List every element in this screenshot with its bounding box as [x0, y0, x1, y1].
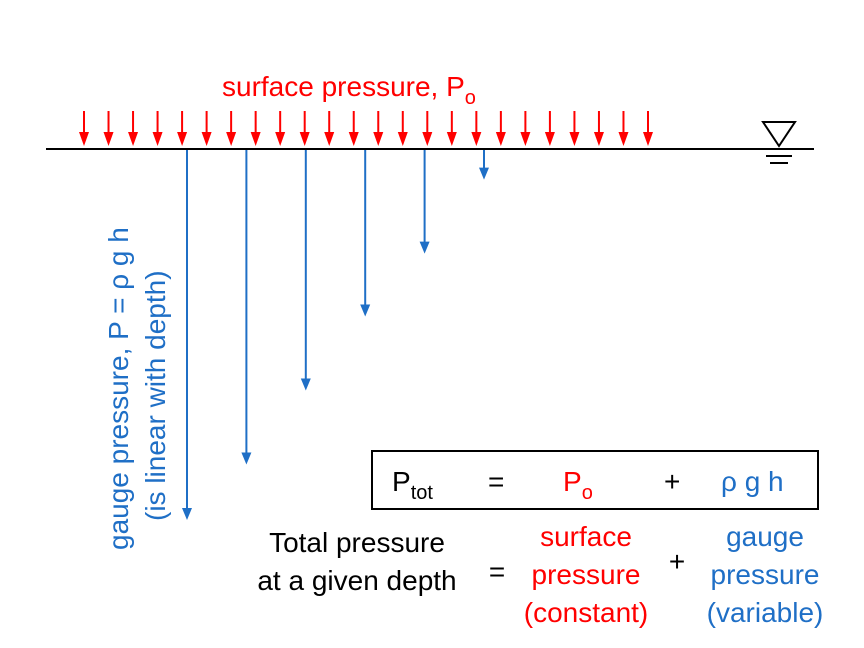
surface-pressure-arrow	[618, 111, 629, 146]
surface-pressure-arrow	[569, 111, 580, 146]
surface-pressure-arrow	[226, 111, 237, 146]
surface-word-line1: surface	[540, 521, 632, 552]
gauge-pressure-arrow	[182, 150, 192, 520]
surface-pressure-arrow	[544, 111, 555, 146]
gauge-pressure-arrows	[182, 150, 489, 520]
equation-plus: +	[664, 466, 680, 497]
surface-pressure-arrow	[593, 111, 604, 146]
equation-p-tot: Ptot	[392, 466, 433, 504]
surface-pressure-arrow	[471, 111, 482, 146]
gauge-pressure-label: gauge pressure, P = ρ g h (is linear wit…	[103, 227, 171, 550]
gauge-word-line3: (variable)	[707, 597, 824, 628]
gauge-word-line1: gauge	[726, 521, 804, 552]
surface-pressure-arrow	[495, 111, 506, 146]
gauge-pressure-label-line1: gauge pressure, P = ρ g h	[103, 227, 134, 550]
description-plus: +	[669, 546, 685, 577]
gauge-pressure-arrow	[479, 150, 489, 180]
surface-pressure-arrow	[177, 111, 188, 146]
surface-pressure-arrow	[250, 111, 261, 146]
surface-pressure-arrow	[643, 111, 653, 146]
surface-pressure-arrow	[275, 111, 286, 146]
gauge-pressure-label-line2: (is linear with depth)	[140, 270, 171, 521]
surface-word-line3: (constant)	[524, 597, 649, 628]
gauge-pressure-arrow	[300, 150, 311, 391]
surface-pressure-arrow	[103, 111, 114, 146]
surface-pressure-arrow	[446, 111, 457, 146]
total-pressure-line1: Total pressure	[269, 527, 445, 558]
equation-box	[371, 450, 819, 510]
equation-rho-g-h: ρ g h	[721, 466, 784, 497]
surface-pressure-arrow	[201, 111, 212, 146]
surface-pressure-label: surface pressure, Po	[222, 71, 476, 109]
surface-pressure-arrow	[152, 111, 163, 146]
surface-pressure-arrow	[520, 111, 531, 146]
surface-pressure-arrow	[299, 111, 310, 146]
equation-equals: =	[488, 466, 504, 497]
gauge-pressure-arrow	[241, 150, 252, 465]
description-equals: =	[489, 556, 505, 587]
gauge-word-line2: pressure	[711, 559, 820, 590]
gauge-pressure-arrow	[360, 150, 371, 317]
surface-pressure-arrow	[324, 111, 335, 146]
surface-pressure-arrow	[397, 111, 408, 146]
surface-pressure-arrow	[79, 111, 89, 146]
surface-pressure-arrow	[373, 111, 384, 146]
surface-pressure-arrow	[128, 111, 139, 146]
gauge-pressure-arrow	[419, 150, 430, 254]
total-pressure-line2: at a given depth	[257, 565, 456, 596]
surface-pressure-arrow	[348, 111, 359, 146]
surface-pressure-arrows	[79, 111, 653, 146]
surface-word-line2: pressure	[532, 559, 641, 590]
water-surface-triangle-icon	[761, 121, 797, 164]
surface-pressure-arrow	[422, 111, 433, 146]
equation-p-o: Po	[563, 466, 593, 504]
